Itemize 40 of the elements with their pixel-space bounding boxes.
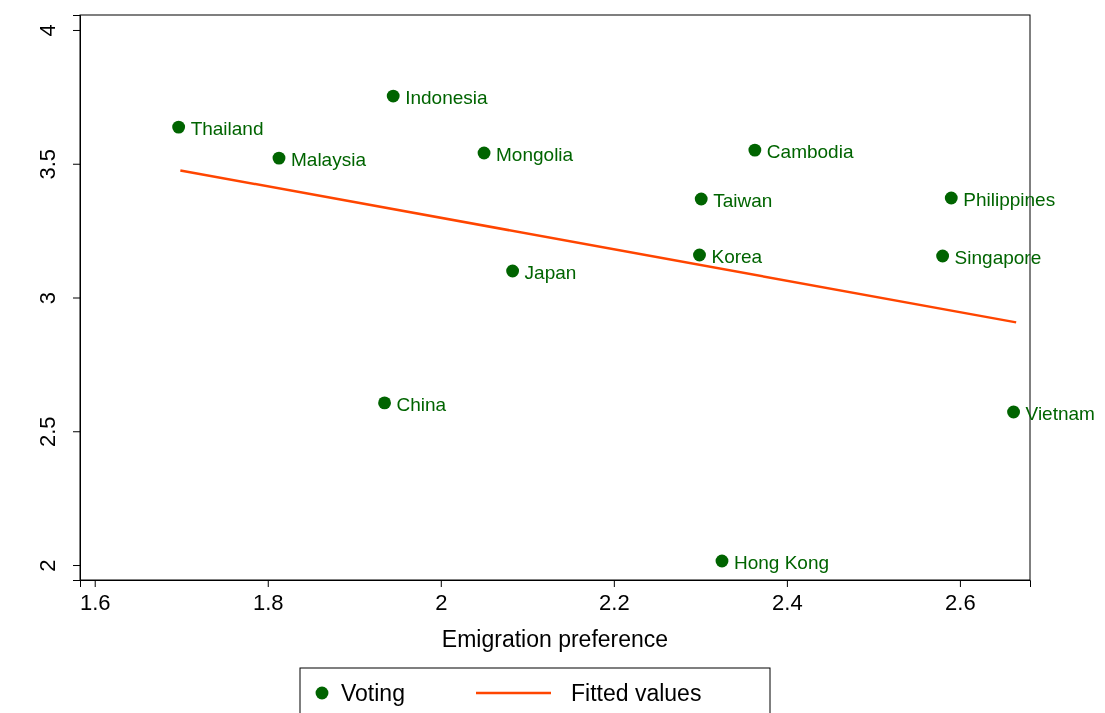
annotation: Philippines bbox=[963, 188, 1056, 210]
x-tick-label: 2.2 bbox=[599, 589, 630, 615]
x-tick-label: 2.4 bbox=[772, 589, 803, 615]
legend-label: Voting bbox=[341, 680, 405, 706]
point bbox=[694, 192, 708, 206]
annotation: Singapore bbox=[954, 247, 1042, 269]
annotation: Malaysia bbox=[291, 149, 367, 171]
y-tick-label: 2 bbox=[35, 559, 60, 572]
annotation: China bbox=[396, 393, 447, 415]
annotation: Korea bbox=[711, 245, 763, 267]
x-axis-title: Emigration preference bbox=[441, 626, 669, 652]
legend-label: Fitted values bbox=[571, 680, 702, 706]
point bbox=[715, 554, 729, 568]
point bbox=[386, 89, 400, 103]
annotation: Thailand bbox=[190, 118, 264, 140]
point bbox=[1007, 405, 1020, 419]
y-tick-label: 2.5 bbox=[35, 416, 60, 448]
point bbox=[378, 396, 391, 410]
annotation: Hong Kong bbox=[733, 552, 830, 574]
x-tick-label: 1.8 bbox=[252, 589, 284, 615]
point bbox=[172, 120, 186, 134]
y-tick-label: 3.5 bbox=[35, 148, 60, 180]
point bbox=[944, 191, 958, 205]
point bbox=[748, 143, 762, 157]
x-tick-label: 2 bbox=[435, 589, 448, 615]
point bbox=[693, 248, 706, 262]
annotation: Japan bbox=[524, 262, 577, 284]
x-tick-label: 2.6 bbox=[945, 589, 976, 615]
annotation: Mongolia bbox=[496, 144, 574, 166]
x-tick-label: 1.6 bbox=[79, 589, 111, 615]
point bbox=[506, 264, 520, 278]
annotation: Indonesia bbox=[405, 87, 489, 109]
point bbox=[936, 249, 950, 263]
annotation: Taiwan bbox=[713, 190, 773, 212]
annotation: Vietnam bbox=[1025, 403, 1095, 424]
point bbox=[272, 151, 286, 165]
annotation: Cambodia bbox=[766, 141, 854, 163]
point bbox=[477, 146, 491, 160]
y-tick-label: 4 bbox=[35, 24, 60, 37]
y-tick-label: 3 bbox=[35, 291, 60, 305]
